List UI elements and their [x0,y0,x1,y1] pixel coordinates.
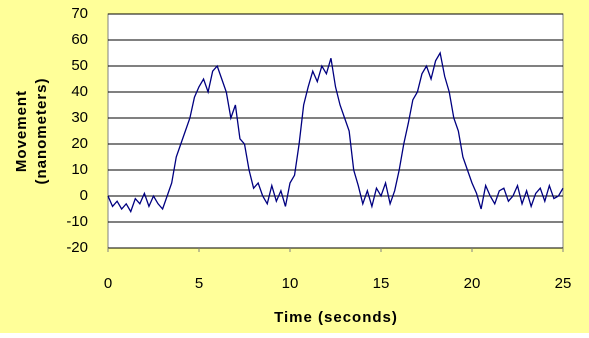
y-tick-label: -20 [66,239,88,256]
x-tick-label: 25 [555,275,572,292]
y-axis-label: (nanometers) [33,77,50,184]
plot-area [107,13,564,249]
y-tick-label: 70 [71,5,88,22]
y-tick-label: 10 [71,161,88,178]
x-tick-label: 15 [373,275,390,292]
y-tick-label: 60 [71,31,88,48]
data-line [107,51,564,214]
x-tick-label: 20 [464,275,481,292]
x-tick-label: 5 [195,275,203,292]
y-tick-label: 40 [71,83,88,100]
x-tick-label: 10 [282,275,299,292]
y-tick-label: 20 [71,135,88,152]
x-tick-label: 0 [104,275,112,292]
y-tick-label: 50 [71,57,88,74]
y-axis-label: Movement [13,90,30,172]
x-axis-label: Time (seconds) [274,309,398,326]
y-tick-label: 0 [80,187,88,204]
y-tick-label: -10 [66,213,88,230]
y-tick-label: 30 [71,109,88,126]
